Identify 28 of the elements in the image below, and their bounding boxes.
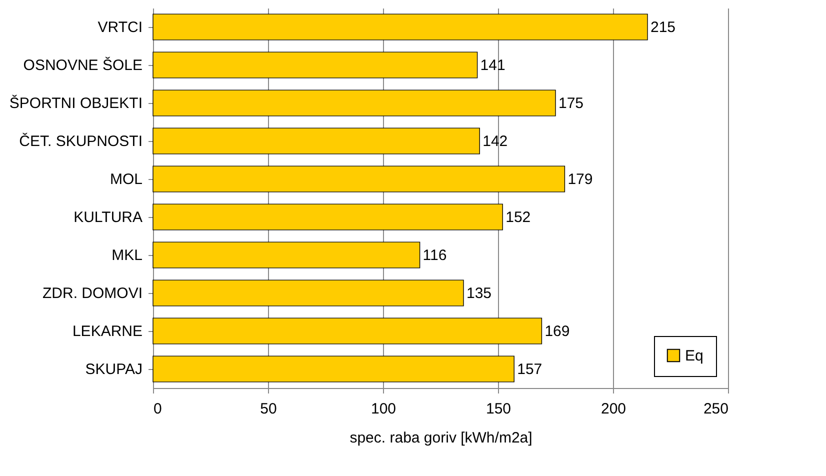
y-tick-label: LEKARNE xyxy=(72,323,142,340)
x-tick-label: 200 xyxy=(600,400,626,418)
data-label: 179 xyxy=(568,171,593,188)
x-tick-label: 250 xyxy=(703,400,728,418)
data-label: 141 xyxy=(480,57,506,74)
y-tick-label: ZDR. DOMOVI xyxy=(42,285,142,302)
y-tick-label: OSNOVNE ŠOLE xyxy=(23,56,142,74)
data-label: 157 xyxy=(517,361,542,378)
data-label: 142 xyxy=(482,133,508,150)
y-tick-label: KULTURA xyxy=(74,209,142,226)
data-label: 116 xyxy=(422,247,447,264)
data-label: 135 xyxy=(466,285,492,302)
y-tick-label: ČET. SKUPNOSTI xyxy=(19,132,142,150)
y-tick-label: VRTCI xyxy=(98,19,142,36)
x-tick-label: 50 xyxy=(260,400,277,418)
x-tick-label: 100 xyxy=(370,400,396,418)
x-tick-label: 0 xyxy=(154,400,162,418)
data-label: 215 xyxy=(650,19,676,36)
x-axis-title: spec. raba goriv [kWh/m2a] xyxy=(350,430,532,446)
data-label: 169 xyxy=(544,323,570,340)
data-label: 152 xyxy=(506,209,531,226)
y-tick-label: MOL xyxy=(110,171,142,188)
y-tick-label: SKUPAJ xyxy=(85,361,142,378)
y-tick-label: MKL xyxy=(112,247,142,264)
y-tick-label: ŠPORTNI OBJEKTI xyxy=(9,94,142,112)
x-tick-label: 150 xyxy=(486,400,512,418)
legend-label: Eq xyxy=(685,348,704,364)
data-label: 175 xyxy=(558,95,584,112)
